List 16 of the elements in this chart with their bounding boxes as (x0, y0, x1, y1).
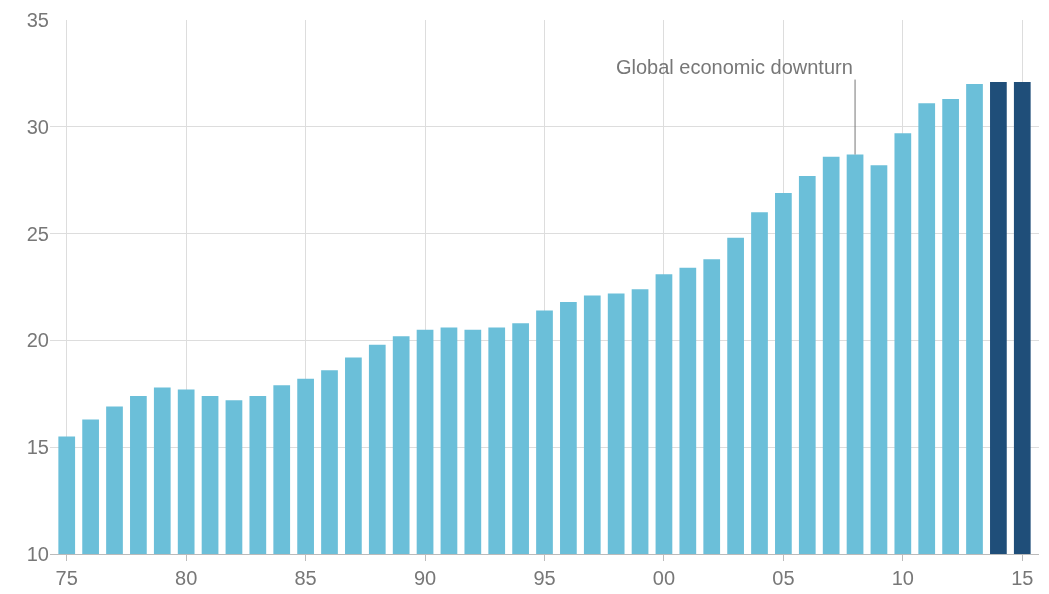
x-tick-label: 95 (533, 567, 556, 589)
y-tick-label: 25 (26, 222, 49, 245)
x-tick-label: 05 (772, 567, 795, 589)
y-tick-label: 10 (26, 543, 49, 565)
x-tick-label: 85 (294, 567, 317, 589)
y-tick-label: 15 (26, 436, 49, 459)
x-tick-label: 80 (175, 567, 198, 589)
x-tick-label: 15 (1011, 567, 1034, 589)
x-tick-label: 10 (891, 567, 914, 589)
y-tick-label: 20 (26, 329, 49, 352)
x-tick-label: 75 (55, 567, 78, 589)
y-tick-label: 30 (26, 115, 49, 138)
x-tick-label: 90 (413, 567, 437, 589)
y-tick-label: 35 (26, 9, 49, 31)
annotation: Global economic downturn (616, 56, 853, 78)
x-tick-label: 00 (652, 567, 676, 589)
